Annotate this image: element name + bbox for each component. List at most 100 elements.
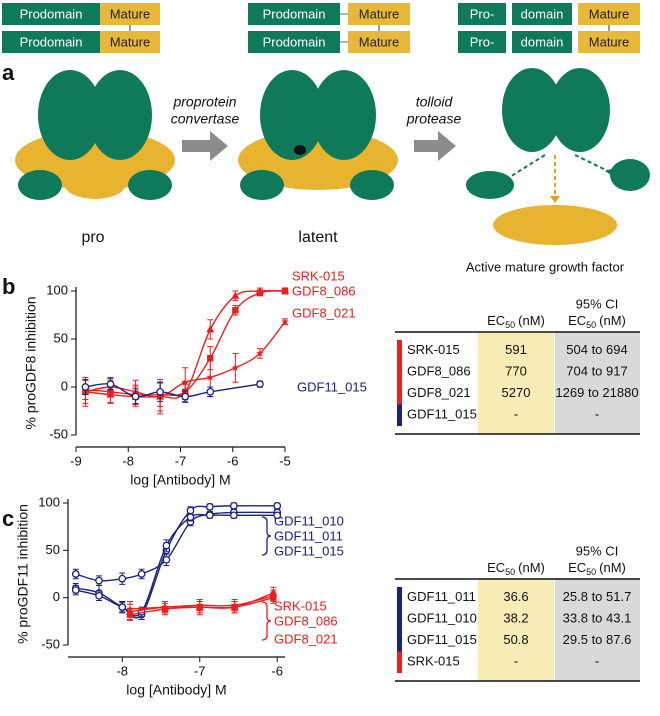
series-label: GDF8_021 [274,631,338,646]
prodomain-box [2,3,100,25]
box-label: domain [521,6,564,21]
series-label: GDF11_015 [297,379,367,394]
stage-caption: pro [81,229,104,246]
column-header: EC50 (nM) [568,560,626,577]
box-label: Prodomain [263,6,326,21]
ci-value: 25.8 to 51.7 [563,589,632,604]
header-sub: 50 [505,567,515,577]
point [195,601,204,609]
row-name: GDF11_011 [407,589,476,604]
point [181,378,190,386]
prodomain-box [458,31,506,53]
column-header: EC50 (nM) [487,313,545,330]
mature-box [348,31,410,53]
point [231,363,240,372]
point [281,317,289,325]
y-tick-label: 50 [46,542,60,557]
point [95,591,103,600]
point [256,349,264,357]
ci-value: - [595,407,599,422]
ci-value: 29.5 to 87.6 [563,632,632,647]
point [230,511,238,520]
x-tick-label: -9 [70,453,82,468]
ec50-column [478,579,554,681]
ec50-value: 591 [505,342,527,357]
point [273,511,282,520]
x-tick-label: -8 [116,663,128,678]
box-label: Mature [589,34,629,49]
point [161,603,169,611]
ec50-value: 36.6 [503,589,528,604]
prodomain-box [248,31,340,53]
x-tick-label: -7 [175,453,187,468]
box-label: Mature [359,34,399,49]
series-label: SRK-015 [274,598,327,613]
point [162,541,171,550]
box-label: Mature [110,6,150,21]
fit-curve [75,513,278,617]
header-sub: 50 [586,320,596,330]
header-main: EC [568,313,586,328]
y-tick-label: 100 [38,494,60,509]
point [118,574,127,583]
box-label: Mature [359,6,399,21]
header-unit: (nM) [518,560,545,575]
point [206,373,215,381]
point [206,387,215,396]
point [269,591,278,600]
panel-label: c [2,506,14,531]
series [71,511,282,618]
point [162,555,171,564]
header-unit: (nM) [599,313,626,328]
stage-caption: Active mature growth factor [466,259,625,274]
series-label: GDF11_015 [274,543,344,558]
point [205,502,214,511]
series [126,589,278,618]
point [231,291,240,299]
point [256,289,264,297]
prodomain-box [512,3,572,25]
ci-column [555,332,640,434]
protein-active [466,68,650,245]
header-unit: (nM) [518,313,545,328]
step-label: convertase [171,111,240,127]
box-label: Prodomain [263,34,326,49]
point [186,513,195,522]
step-label: protease [406,111,462,127]
mature-box [578,31,640,53]
ci-column [555,579,640,681]
mature-box [100,3,160,25]
column-header: EC50 (nM) [568,313,626,330]
row-color-bar [397,404,402,426]
ci-value: 1269 to 21880 [555,385,638,400]
box-label: Pro- [470,6,495,21]
point [106,380,115,388]
fit-curve [75,505,278,619]
ec50-column [478,332,554,434]
ec50-value: 50.8 [503,632,528,647]
point [81,383,90,391]
protein-pro [15,70,175,200]
header-sub: 50 [505,320,515,330]
point [156,387,164,396]
ec50-value: - [514,407,518,422]
prodomain-box [248,3,340,25]
column-header: 95% CI [576,543,619,558]
step-label: proprotein [172,94,236,110]
x-axis-label: log [Antibody] M [126,682,226,698]
point [71,586,80,594]
ec50-value: - [514,654,518,669]
panel-label: a [2,60,15,85]
header-main: EC [487,313,505,328]
mature-box [348,3,410,25]
y-tick-label: 50 [54,330,68,345]
point [273,501,282,510]
arrows [182,131,456,161]
row-name: GDF8_086 [407,364,471,379]
column-header: 95% CI [576,296,619,311]
point [281,287,289,295]
point [256,380,264,388]
header-unit: (nM) [599,560,626,575]
x-tick-label: -6 [271,663,283,678]
